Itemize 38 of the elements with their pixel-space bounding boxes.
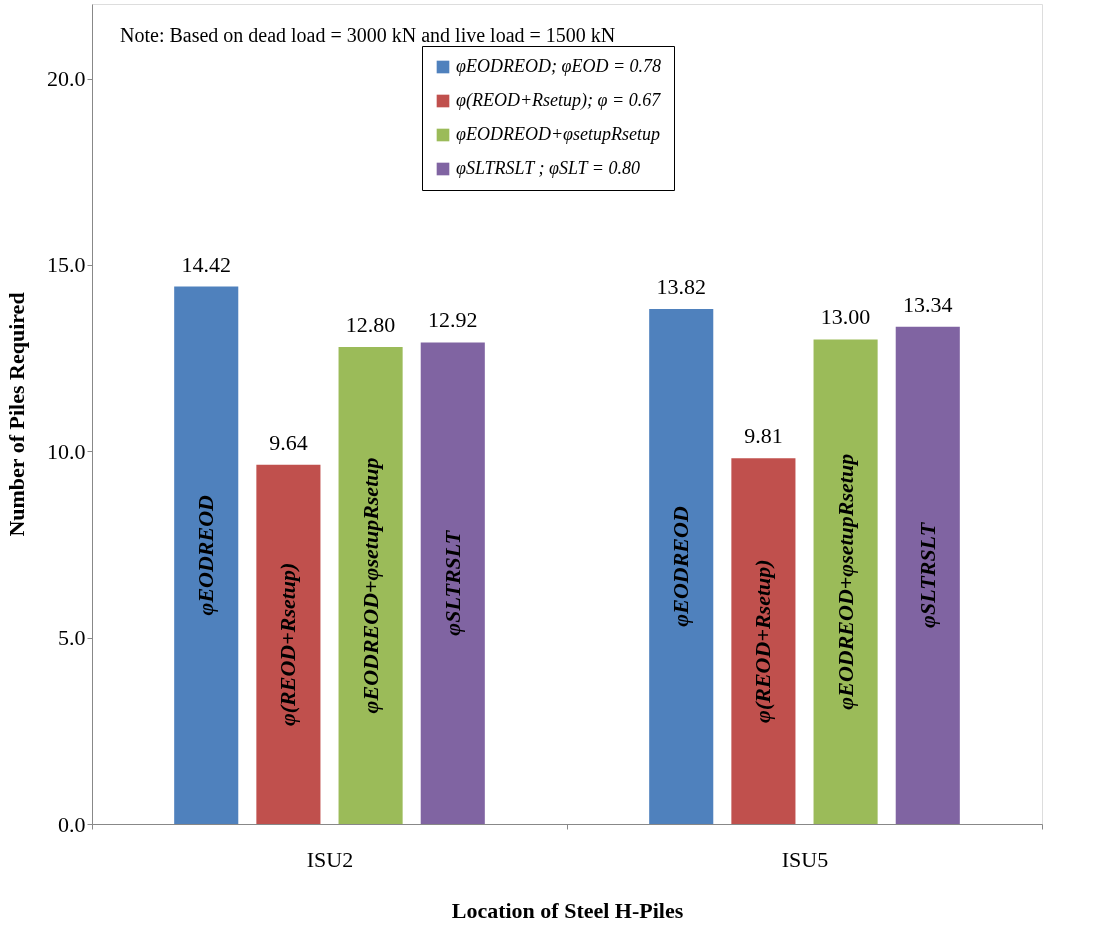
x-tick-label: ISU2 <box>306 846 354 872</box>
annotation: Note: Based on dead load = 3000 kN and live load = 1500 kN <box>120 24 616 46</box>
annotation: φEODREOD <box>193 494 219 616</box>
bar <box>895 326 960 824</box>
data-label: 14.42 <box>181 251 231 277</box>
annotation: φEODREOD+φsetupRsetup <box>832 453 858 710</box>
bar <box>420 342 485 824</box>
legend-label: φEODREOD; φEOD = 0.78 <box>456 56 662 76</box>
data-label: 9.64 <box>269 429 308 455</box>
y-tick-label: 0.0 <box>58 811 86 837</box>
bar <box>731 458 796 824</box>
bar <box>649 308 714 824</box>
y-tick-label: 5.0 <box>58 625 86 651</box>
annotation: φSLTRSLT <box>439 529 465 636</box>
bar <box>256 464 321 824</box>
data-label: 9.81 <box>744 423 783 449</box>
x-tick-label: ISU5 <box>781 846 829 872</box>
data-label: 13.82 <box>656 273 706 299</box>
data-label: 13.34 <box>903 291 953 317</box>
legend-label: φ(REOD+Rsetup); φ = 0.67 <box>456 90 662 111</box>
y-axis-title: Number of Piles Required <box>4 292 29 537</box>
data-label: 12.92 <box>428 307 478 333</box>
annotation: φSLTRSLT <box>914 521 940 628</box>
annotation: φ(REOD+Rsetup) <box>275 562 301 727</box>
bar <box>174 286 239 824</box>
legend-label: φEODREOD+φsetupRsetup <box>456 124 661 144</box>
bar <box>338 346 403 824</box>
data-label: 13.00 <box>820 304 871 330</box>
y-tick-label: 20.0 <box>47 66 86 92</box>
annotation: φEODREOD <box>668 506 694 627</box>
data-label: 12.80 <box>345 311 396 337</box>
y-tick-label: 15.0 <box>47 252 86 278</box>
annotation: φEODREOD+φsetupRsetup <box>357 457 383 714</box>
annotation: φ(REOD+Rsetup) <box>750 559 776 723</box>
x-axis-title: Location of Steel H-Piles <box>451 897 684 923</box>
bar <box>813 339 878 824</box>
legend-label: φSLTRSLT ; φSLT = 0.80 <box>456 158 640 178</box>
y-tick-label: 10.0 <box>47 438 86 464</box>
